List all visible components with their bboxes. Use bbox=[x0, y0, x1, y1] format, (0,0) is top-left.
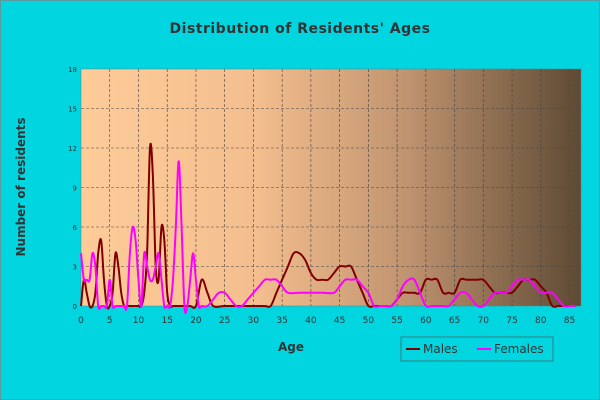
y-tick-label: 15 bbox=[68, 106, 77, 114]
x-tick-label: 25 bbox=[219, 316, 230, 326]
x-tick-label: 20 bbox=[190, 316, 202, 326]
y-tick-label: 6 bbox=[73, 224, 78, 232]
x-axis-label: Age bbox=[278, 340, 304, 354]
x-tick-label: 80 bbox=[535, 316, 547, 326]
x-tick-label: 10 bbox=[133, 316, 145, 326]
chart-title: Distribution of Residents' Ages bbox=[170, 21, 431, 37]
x-tick-label: 45 bbox=[334, 316, 345, 326]
x-tick-label: 70 bbox=[478, 316, 490, 326]
x-tick-label: 15 bbox=[161, 316, 172, 326]
y-tick-label: 3 bbox=[73, 264, 77, 272]
legend-label-females: Females bbox=[494, 342, 544, 356]
x-tick-label: 0 bbox=[78, 316, 84, 326]
x-tick-label: 35 bbox=[276, 316, 287, 326]
y-tick-label: 0 bbox=[73, 303, 77, 311]
y-tick-label: 18 bbox=[68, 66, 77, 74]
legend-label-males: Males bbox=[423, 342, 458, 356]
x-tick-label: 5 bbox=[107, 316, 113, 326]
y-tick-label: 12 bbox=[68, 145, 77, 153]
legend: Males Females bbox=[400, 336, 554, 362]
x-tick-labels: 0 5 10 15 20 25 30 35 40 45 50 55 60 65 70 75 80 85 bbox=[78, 316, 575, 326]
x-tick-label: 60 bbox=[420, 316, 432, 326]
series-line-females bbox=[80, 160, 576, 314]
y-tick-label: 9 bbox=[73, 185, 77, 193]
x-tick-label: 30 bbox=[248, 316, 260, 326]
series-lines bbox=[80, 142, 576, 314]
y-tick-labels: 0 3 6 9 12 15 18 bbox=[68, 66, 77, 311]
x-tick-label: 40 bbox=[305, 316, 317, 326]
y-axis-label: Number of residents bbox=[14, 117, 28, 256]
x-tick-label: 65 bbox=[449, 316, 460, 326]
x-tick-label: 85 bbox=[564, 316, 575, 326]
x-tick-label: 50 bbox=[363, 316, 375, 326]
grid-lines bbox=[81, 69, 581, 306]
x-tick-label: 75 bbox=[506, 316, 517, 326]
x-tick-label: 55 bbox=[391, 316, 402, 326]
